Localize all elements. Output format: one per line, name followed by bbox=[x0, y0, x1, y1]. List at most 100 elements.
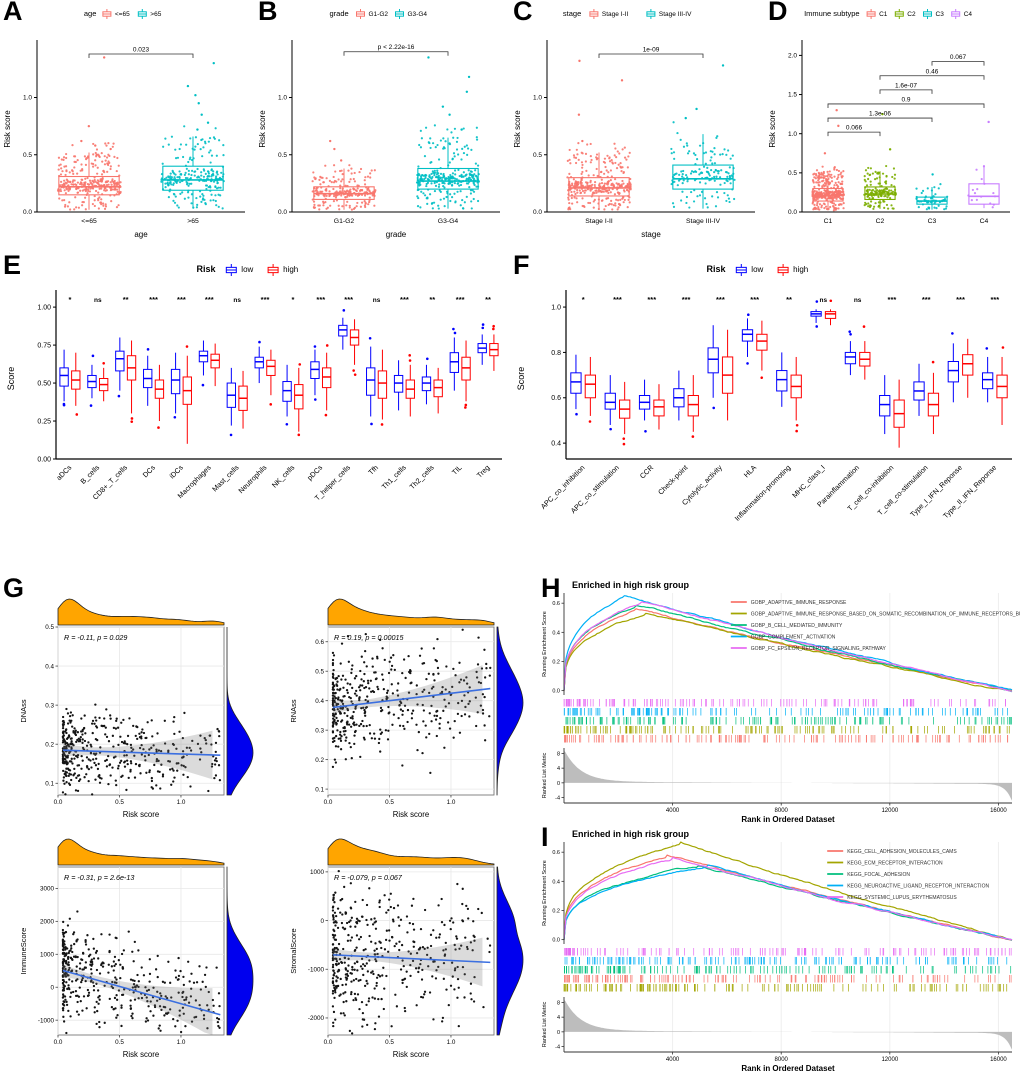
svg-text:Risk score: Risk score bbox=[3, 110, 12, 148]
svg-text:***: *** bbox=[956, 295, 965, 304]
svg-text:***: *** bbox=[647, 295, 656, 304]
svg-text:Running Enrichment Score: Running Enrichment Score bbox=[542, 611, 548, 677]
svg-text:***: *** bbox=[261, 295, 270, 304]
svg-text:R = -0.079, p = 0.067: R = -0.079, p = 0.067 bbox=[334, 873, 403, 882]
svg-text:TIL: TIL bbox=[450, 463, 464, 477]
svg-text:Risk score: Risk score bbox=[393, 810, 429, 819]
svg-text:Enriched in high risk group: Enriched in high risk group bbox=[572, 580, 690, 590]
svg-text:1.0: 1.0 bbox=[533, 95, 542, 102]
svg-text:R = -0.31, p = 2.6e-13: R = -0.31, p = 2.6e-13 bbox=[64, 873, 134, 882]
svg-text:0.0: 0.0 bbox=[54, 1039, 63, 1046]
svg-text:1.3e-06: 1.3e-06 bbox=[869, 111, 891, 118]
svg-text:Stage III-IV: Stage III-IV bbox=[686, 218, 720, 225]
svg-text:C1: C1 bbox=[824, 218, 833, 225]
svg-text:0.4: 0.4 bbox=[45, 663, 54, 670]
svg-text:C3: C3 bbox=[936, 11, 945, 18]
svg-text:1.0: 1.0 bbox=[23, 95, 32, 102]
svg-text:NK_cells: NK_cells bbox=[270, 463, 297, 490]
svg-text:0.0: 0.0 bbox=[324, 799, 333, 806]
svg-text:Stage III-IV: Stage III-IV bbox=[659, 11, 692, 18]
panel-label-F: F bbox=[513, 250, 530, 281]
svg-text:ns: ns bbox=[820, 297, 828, 304]
svg-text:Risk score: Risk score bbox=[393, 1050, 429, 1059]
svg-text:0.46: 0.46 bbox=[926, 68, 939, 75]
svg-text:ns: ns bbox=[373, 297, 381, 304]
svg-text:high: high bbox=[283, 265, 298, 274]
svg-text:2000: 2000 bbox=[40, 919, 55, 926]
svg-text:-1000: -1000 bbox=[308, 966, 325, 973]
svg-text:0.5: 0.5 bbox=[115, 1039, 124, 1046]
svg-text:0.75: 0.75 bbox=[37, 342, 51, 349]
svg-text:1e-09: 1e-09 bbox=[643, 47, 660, 54]
svg-text:*: * bbox=[291, 295, 294, 304]
svg-text:<=65: <=65 bbox=[115, 11, 130, 18]
svg-text:0.0: 0.0 bbox=[788, 209, 797, 216]
panel-label-B: B bbox=[258, 0, 278, 27]
svg-text:low: low bbox=[241, 265, 253, 274]
svg-text:StromalScore: StromalScore bbox=[289, 928, 298, 973]
svg-text:high: high bbox=[793, 265, 808, 274]
svg-text:C3: C3 bbox=[928, 218, 937, 225]
svg-text:Stage I-II: Stage I-II bbox=[585, 218, 613, 225]
svg-text:G1-G2: G1-G2 bbox=[369, 11, 389, 18]
svg-text:0.3: 0.3 bbox=[315, 727, 324, 734]
svg-text:**: ** bbox=[786, 295, 792, 304]
panel-label-C: C bbox=[513, 0, 533, 27]
svg-text:stage: stage bbox=[563, 9, 581, 18]
panel-label-A: A bbox=[3, 0, 23, 27]
svg-text:1.0: 1.0 bbox=[177, 799, 186, 806]
svg-text:grade: grade bbox=[330, 9, 349, 18]
svg-text:age: age bbox=[84, 9, 97, 18]
svg-text:***: *** bbox=[750, 295, 759, 304]
svg-text:0.1: 0.1 bbox=[45, 780, 54, 787]
svg-text:stage: stage bbox=[641, 230, 661, 239]
svg-text:0.5: 0.5 bbox=[385, 1039, 394, 1046]
svg-text:0.0: 0.0 bbox=[324, 1039, 333, 1046]
svg-text:DNAss: DNAss bbox=[19, 699, 28, 723]
svg-text:pDCs: pDCs bbox=[305, 463, 324, 482]
svg-text:B_cells: B_cells bbox=[78, 463, 101, 486]
svg-text:Stage I-II: Stage I-II bbox=[602, 11, 629, 18]
svg-text:DCs: DCs bbox=[141, 463, 158, 480]
svg-text:0.0: 0.0 bbox=[552, 689, 560, 695]
svg-text:R = 0.19, p = 0.00015: R = 0.19, p = 0.00015 bbox=[334, 633, 405, 642]
svg-text:C2: C2 bbox=[907, 11, 916, 18]
svg-text:0.25: 0.25 bbox=[37, 418, 51, 425]
svg-text:***: *** bbox=[888, 295, 897, 304]
svg-text:Tfh: Tfh bbox=[366, 463, 380, 477]
svg-text:grade: grade bbox=[386, 230, 407, 239]
panel-label-H: H bbox=[541, 573, 561, 604]
svg-text:***: *** bbox=[716, 295, 725, 304]
svg-text:***: *** bbox=[456, 295, 465, 304]
svg-text:Th2_cells: Th2_cells bbox=[408, 463, 436, 491]
svg-text:0.066: 0.066 bbox=[846, 125, 863, 132]
svg-text:0.4: 0.4 bbox=[315, 698, 324, 705]
svg-text:G3-G4: G3-G4 bbox=[408, 11, 428, 18]
svg-text:ns: ns bbox=[854, 297, 862, 304]
svg-text:0.5: 0.5 bbox=[385, 799, 394, 806]
svg-text:1.0: 1.0 bbox=[177, 1039, 186, 1046]
svg-text:***: *** bbox=[682, 295, 691, 304]
svg-text:Risk score: Risk score bbox=[513, 110, 522, 148]
svg-text:Immune subtype: Immune subtype bbox=[804, 9, 859, 18]
svg-text:C1: C1 bbox=[879, 11, 888, 18]
svg-text:0.023: 0.023 bbox=[133, 47, 150, 54]
svg-text:low: low bbox=[751, 265, 763, 274]
svg-text:1.0: 1.0 bbox=[447, 799, 456, 806]
